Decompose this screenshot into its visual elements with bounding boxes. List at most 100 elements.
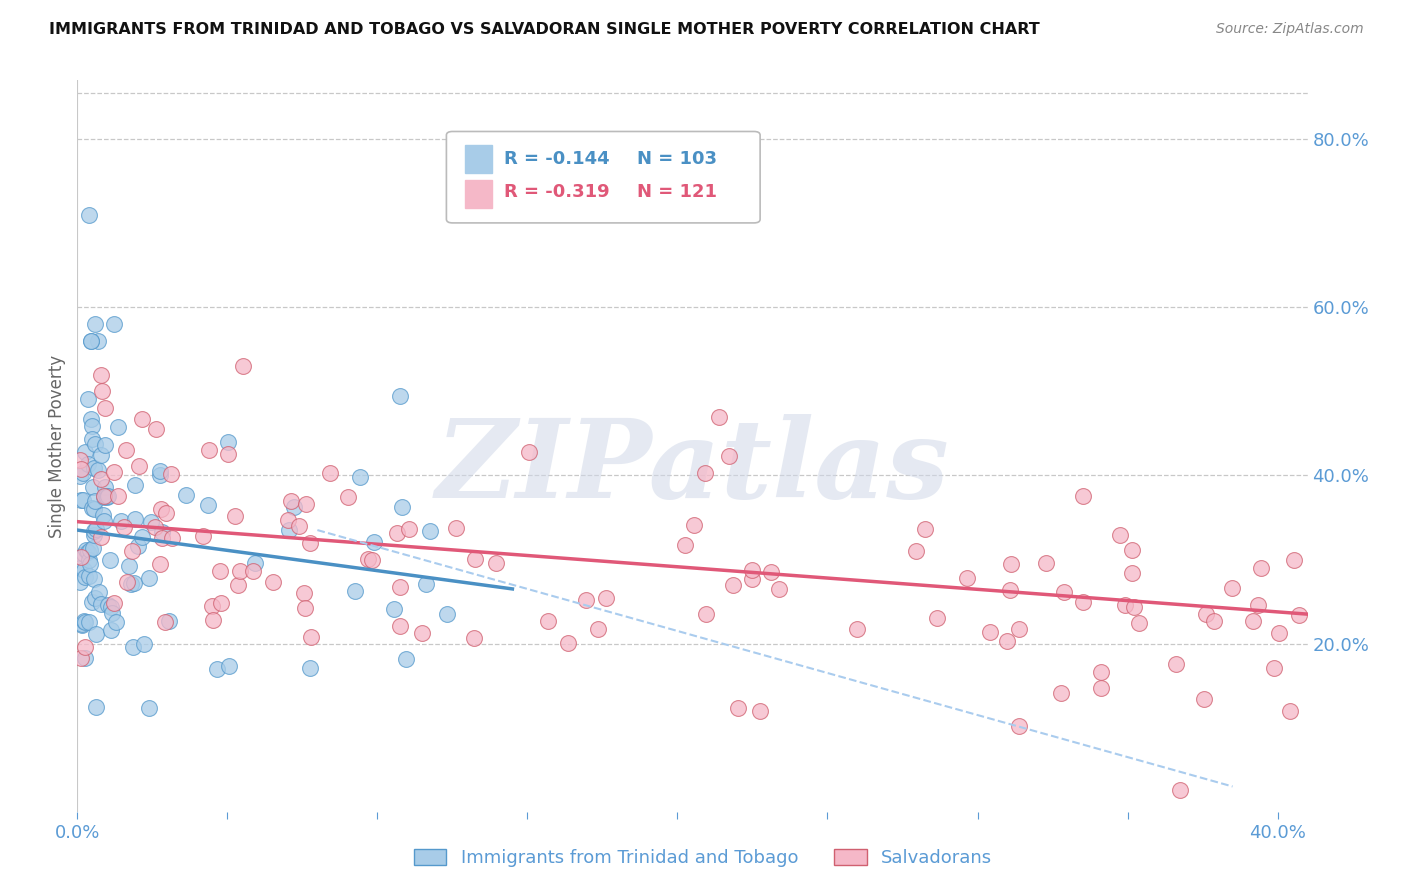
Point: [1035, 556, 1057, 570]
Point: [79, 557, 101, 571]
Point: [398, 522, 420, 536]
Point: [75, 615, 97, 629]
Point: [914, 522, 936, 536]
Point: [283, 500, 305, 514]
Bar: [465, 145, 492, 173]
Point: [1109, 527, 1132, 541]
Point: [143, 520, 166, 534]
Point: [1114, 598, 1136, 612]
Point: [768, 582, 790, 596]
Point: [464, 551, 486, 566]
Point: [229, 564, 252, 578]
Point: [485, 556, 508, 570]
Point: [201, 614, 224, 628]
Point: [363, 535, 385, 549]
Point: [90, 530, 112, 544]
Text: N = 103: N = 103: [637, 150, 717, 168]
Text: N = 121: N = 121: [637, 183, 717, 202]
Point: [207, 662, 229, 676]
Point: [1071, 489, 1094, 503]
Point: [201, 599, 224, 613]
Point: [242, 565, 264, 579]
Point: [232, 359, 254, 374]
Point: [1220, 582, 1243, 596]
Point: [98, 553, 121, 567]
Point: [77, 457, 100, 471]
Point: [162, 531, 184, 545]
Point: [759, 565, 782, 579]
Point: [695, 467, 717, 481]
Point: [419, 524, 441, 538]
Point: [1168, 782, 1191, 797]
Point: [79, 334, 101, 349]
Point: [343, 584, 366, 599]
Point: [79, 208, 101, 222]
Point: [96, 490, 118, 504]
Point: [388, 581, 411, 595]
Point: [280, 494, 302, 508]
Point: [90, 368, 112, 382]
Point: [995, 634, 1018, 648]
Point: [75, 651, 97, 665]
Point: [925, 610, 948, 624]
Point: [91, 508, 114, 523]
Point: [131, 530, 153, 544]
Point: [138, 700, 160, 714]
Y-axis label: Single Mother Poverty: Single Mother Poverty: [48, 354, 66, 538]
Point: [388, 619, 411, 633]
Point: [741, 563, 763, 577]
Point: [103, 597, 125, 611]
Text: R = -0.144: R = -0.144: [505, 150, 610, 168]
Point: [105, 615, 128, 629]
Point: [695, 607, 717, 622]
Point: [120, 577, 142, 591]
Point: [94, 401, 117, 416]
Point: [75, 570, 97, 584]
FancyBboxPatch shape: [447, 131, 761, 223]
Point: [100, 600, 122, 615]
Point: [1007, 622, 1029, 636]
Point: [84, 700, 107, 714]
Point: [411, 626, 433, 640]
Point: [84, 494, 107, 508]
Point: [748, 704, 770, 718]
Point: [1202, 614, 1225, 628]
Point: [382, 601, 405, 615]
Point: [93, 490, 115, 504]
Point: [83, 501, 105, 516]
Point: [1326, 584, 1348, 599]
Point: [217, 434, 239, 449]
Point: [299, 630, 322, 644]
Point: [122, 575, 145, 590]
Point: [517, 445, 540, 459]
Point: [1195, 607, 1218, 622]
Point: [77, 553, 100, 567]
Point: [84, 436, 107, 450]
Point: [83, 573, 105, 587]
Legend: Immigrants from Trinidad and Tobago, Salvadorans: Immigrants from Trinidad and Tobago, Sal…: [406, 841, 1000, 874]
Point: [150, 524, 173, 539]
Text: ZIPatlas: ZIPatlas: [436, 414, 949, 522]
Point: [76, 545, 98, 559]
Point: [134, 637, 156, 651]
Point: [979, 624, 1001, 639]
Point: [70, 618, 93, 632]
Point: [360, 553, 382, 567]
Point: [70, 462, 93, 476]
Point: [1166, 657, 1188, 671]
Point: [394, 652, 416, 666]
Point: [145, 422, 167, 436]
Point: [100, 623, 122, 637]
Point: [97, 599, 120, 613]
Point: [707, 409, 730, 424]
Point: [153, 615, 176, 629]
Point: [107, 489, 129, 503]
Point: [115, 443, 138, 458]
Point: [72, 614, 94, 628]
Point: [80, 501, 103, 516]
Point: [294, 498, 316, 512]
Point: [82, 541, 104, 556]
Point: [124, 512, 146, 526]
Point: [155, 507, 177, 521]
Point: [77, 568, 100, 582]
